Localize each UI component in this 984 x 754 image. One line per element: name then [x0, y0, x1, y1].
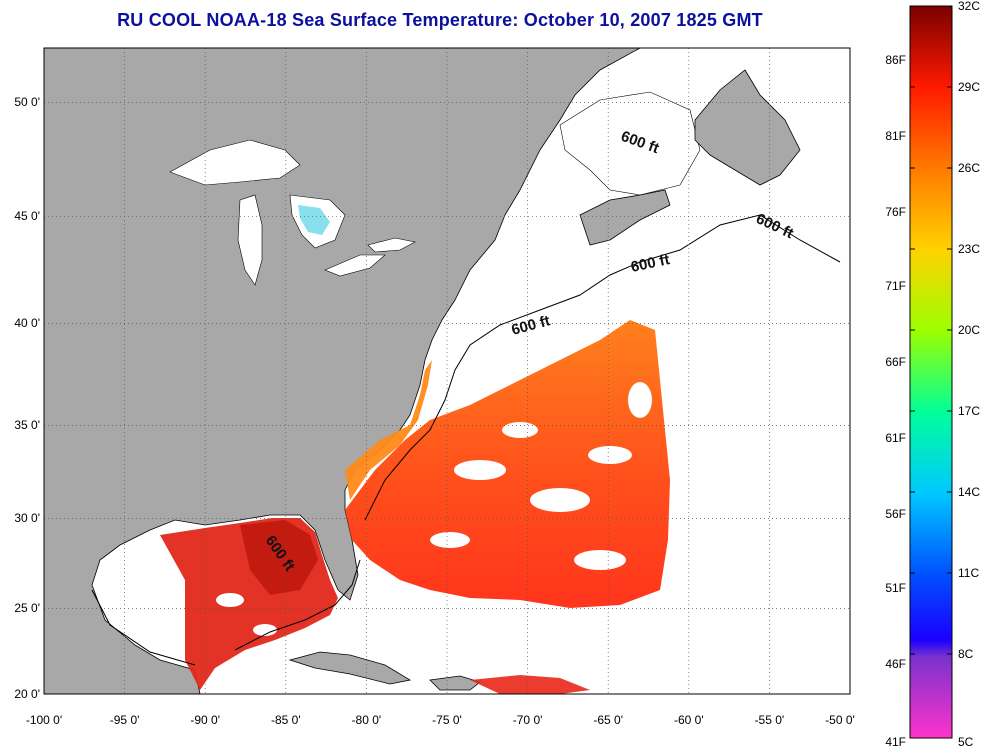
lat-tick-label: 40 0' [14, 316, 40, 330]
colorbar-gradient [909, 5, 953, 739]
colorbar-celsius-label: 14C [958, 485, 980, 499]
shelf-gulf-st-lawrence [559, 91, 701, 196]
colorbar-fahrenheit-label: 51F [885, 581, 906, 595]
colorbar-fahrenheit-label: 76F [885, 205, 906, 219]
colorbar-fahrenheit-label: 46F [885, 657, 906, 671]
lat-tick-label: 35 0' [14, 418, 40, 432]
land-nova-scotia [579, 189, 671, 246]
lat-axis: 20 0' 25 0' 30 0' 35 0' 40 0' 45 0' 50 0… [14, 95, 40, 701]
colorbar: 32C 29C 26C 23C 20C 17C 14C 11C 8C 5C 86… [885, 0, 980, 749]
colorbar-celsius-label: 17C [958, 404, 980, 418]
sst-caribbean [470, 675, 590, 694]
lake-ontario [367, 237, 416, 253]
lon-tick-label: -100 0' [26, 713, 62, 727]
colorbar-celsius-label: 26C [958, 161, 980, 175]
map-area [44, 48, 850, 694]
lon-tick-label: -90 0' [190, 713, 220, 727]
colorbar-celsius-label: 23C [958, 242, 980, 256]
colorbar-celsius-label: 8C [958, 647, 974, 661]
lat-tick-label: 45 0' [14, 209, 40, 223]
isobath-600ft [91, 214, 841, 666]
colorbar-fahrenheit-label: 81F [885, 129, 906, 143]
chart-title: RU COOL NOAA-18 Sea Surface Temperature:… [117, 10, 763, 30]
lat-tick-label: 50 0' [14, 95, 40, 109]
map-frame [43, 47, 851, 695]
colorbar-fahrenheit-label: 56F [885, 507, 906, 521]
lon-tick-label: -85 0' [271, 713, 301, 727]
land-cuba [288, 651, 412, 685]
lake-michigan [237, 194, 263, 286]
land-hispaniola [429, 675, 481, 691]
colorbar-celsius-label: 32C [958, 0, 980, 13]
colorbar-celsius-label: 20C [958, 323, 980, 337]
colorbar-fahrenheit-label: 61F [885, 431, 906, 445]
lon-tick-label: -55 0' [755, 713, 785, 727]
colorbar-fahrenheit-label: 66F [885, 355, 906, 369]
lon-tick-label: -70 0' [513, 713, 543, 727]
cloud-gaps [216, 382, 652, 636]
sst-gulf-warm-core [240, 520, 318, 595]
lake-superior [169, 139, 301, 186]
colorbar-fahrenheit-label: 86F [885, 53, 906, 67]
lake-erie [324, 254, 386, 277]
lat-tick-label: 20 0' [14, 687, 40, 701]
lon-tick-label: -80 0' [352, 713, 382, 727]
colorbar-celsius-label: 11C [958, 566, 979, 580]
colorbar-celsius-label: 29C [958, 80, 980, 94]
lon-axis: -100 0' -95 0' -90 0' -85 0' -80 0' -75 … [26, 713, 855, 727]
lake-huron-cool-sst [298, 205, 330, 235]
colorbar-fahrenheit-label: 41F [885, 735, 906, 749]
land-newfoundland [694, 69, 801, 186]
lon-tick-label: -60 0' [674, 713, 704, 727]
lat-tick-label: 30 0' [14, 511, 40, 525]
lon-tick-label: -50 0' [825, 713, 855, 727]
colorbar-celsius-label: 5C [958, 735, 974, 749]
lon-tick-label: -65 0' [593, 713, 623, 727]
sst-atlantic [345, 320, 670, 608]
colorbar-fahrenheit-label: 71F [885, 279, 906, 293]
lat-tick-label: 25 0' [14, 601, 40, 615]
lon-tick-label: -75 0' [432, 713, 462, 727]
lon-tick-label: -95 0' [110, 713, 140, 727]
